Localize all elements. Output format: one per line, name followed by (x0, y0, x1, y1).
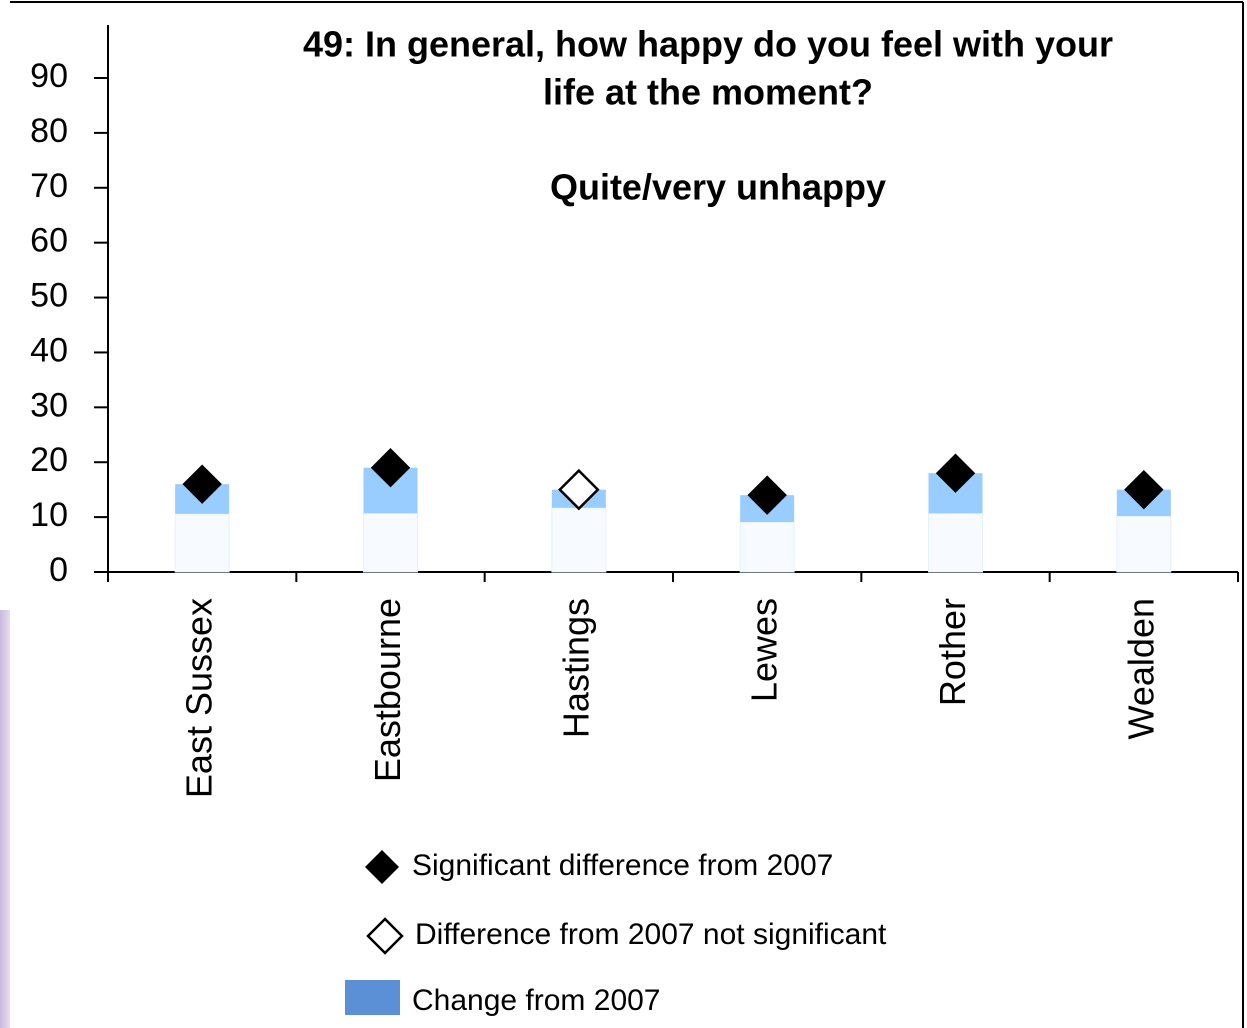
base-bar (739, 521, 795, 573)
legend-symbol (345, 980, 400, 1015)
y-tick-label: 60 (30, 222, 68, 260)
marker (935, 453, 976, 493)
y-tick-label: 30 (30, 386, 68, 424)
base-bar (928, 512, 983, 573)
y-tick-label: 80 (30, 112, 68, 150)
x-tick-label: Wealden (1120, 598, 1161, 739)
x-tick-label: Rother (932, 598, 973, 706)
base-bar (551, 507, 607, 573)
x-tick-label: East Sussex (179, 598, 220, 798)
y-tick-label: 70 (30, 167, 68, 205)
legend-symbol (366, 917, 404, 955)
x-tick-label: Eastbourne (367, 598, 408, 782)
marker (558, 468, 600, 511)
base-bar (1116, 515, 1172, 573)
marker (370, 448, 411, 488)
y-tick-label: 20 (30, 441, 68, 479)
chart-title: 49: In general, how happy do you feel wi… (303, 24, 1113, 65)
y-tick-label: 40 (30, 331, 68, 369)
y-tick-label: 0 (49, 551, 68, 589)
x-tick-label: Lewes (744, 598, 785, 702)
legend-label: Difference from 2007 not significant (415, 918, 887, 951)
legend-label: Change from 2007 (412, 984, 661, 1017)
chart-subtitle: Quite/very unhappy (550, 167, 886, 208)
y-tick-label: 10 (30, 496, 68, 534)
marker (182, 464, 222, 504)
chart-title: life at the moment? (543, 72, 873, 113)
page-edge (0, 610, 10, 1028)
legend-symbol (365, 850, 399, 884)
marker (1124, 469, 1164, 510)
y-tick-label: 90 (30, 57, 68, 95)
legend-label: Significant difference from 2007 (412, 849, 833, 882)
base-bar (363, 512, 418, 573)
x-tick-label: Hastings (555, 598, 596, 738)
base-bar (174, 513, 230, 573)
marker (747, 475, 787, 515)
y-tick-label: 50 (30, 277, 68, 315)
